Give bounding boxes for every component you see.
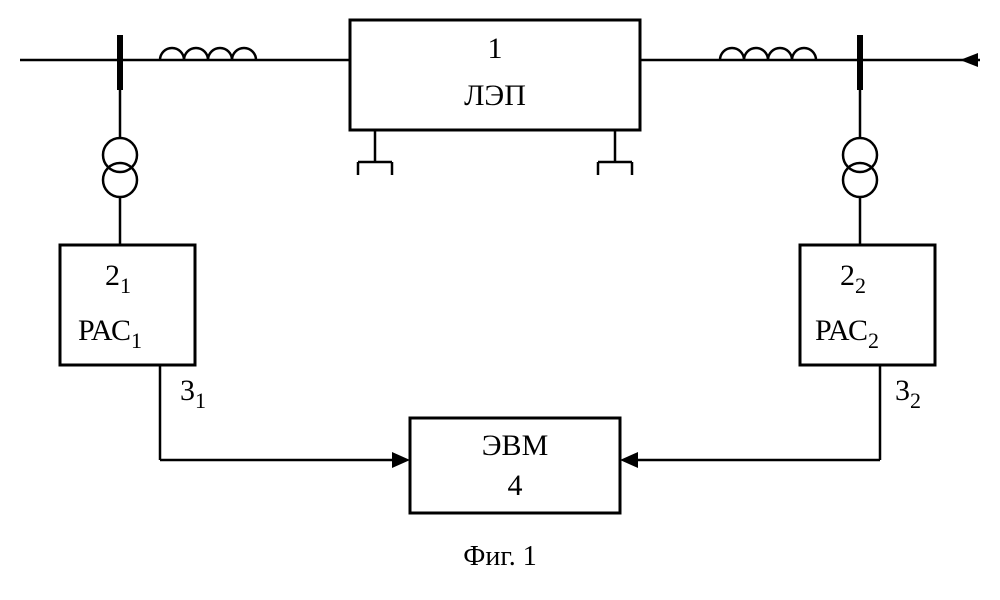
ground-left — [358, 130, 392, 175]
electrical-block-diagram: 1 ЛЭП 21 РАС1 22 РАС2 — [0, 0, 1000, 600]
evm-number: 4 — [508, 469, 523, 502]
wire-31-label: 31 — [180, 374, 206, 413]
arrow-into-evm-right — [620, 452, 638, 468]
left-inductor — [160, 48, 256, 60]
figure-caption: Фиг. 1 — [463, 541, 536, 572]
arrow-into-evm-left — [392, 452, 410, 468]
pac1-block — [60, 245, 195, 365]
transformer-right — [843, 138, 877, 197]
lep-number: 1 — [488, 32, 503, 65]
evm-label: ЭВМ — [482, 429, 549, 462]
ground-right — [598, 130, 632, 175]
lep-label: ЛЭП — [464, 79, 526, 112]
wire-32-label: 32 — [895, 374, 921, 413]
transformer-left — [103, 138, 137, 197]
right-inductor — [720, 48, 816, 60]
arrow-right-in — [960, 53, 978, 67]
